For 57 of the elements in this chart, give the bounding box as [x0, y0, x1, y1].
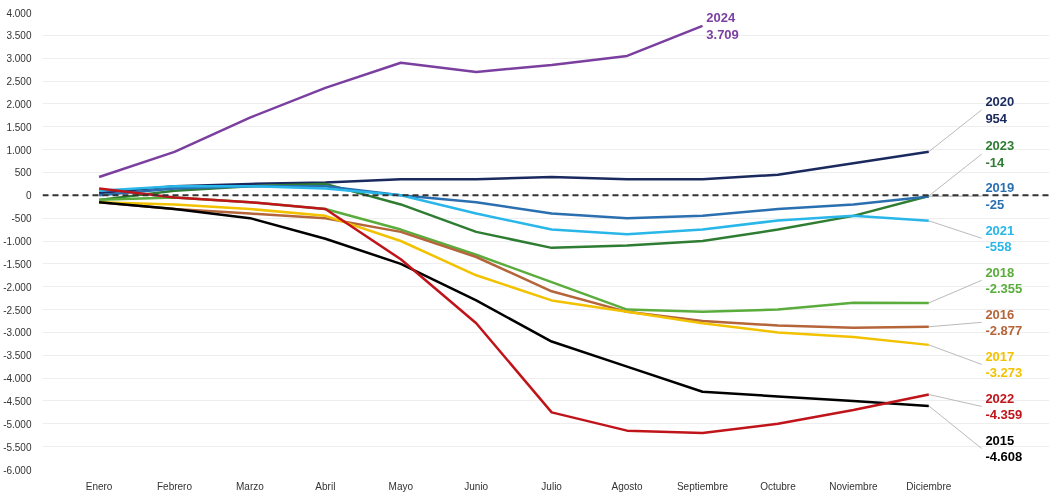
text: 2022	[985, 390, 1015, 406]
y-tick-label: -1.500	[3, 258, 32, 270]
y-tick-label: 2.500	[6, 76, 32, 88]
text: 2015	[985, 432, 1015, 448]
y-tick-label: -5.500	[3, 441, 32, 453]
x-tick-label: Febrero	[157, 480, 193, 492]
line-series	[97, 24, 704, 179]
x-tick-label: Marzo	[236, 480, 265, 492]
y-tick-label: 4.000	[6, 7, 32, 19]
line-series	[97, 200, 931, 408]
y-tick-label: -4.000	[3, 373, 32, 385]
line-series	[97, 187, 931, 435]
text: 2018	[985, 264, 1015, 280]
x-tick-label: Octubre	[760, 480, 797, 492]
data-label: -558	[985, 239, 1012, 255]
y-tick-label: -3.000	[3, 327, 32, 339]
text: 2017	[985, 348, 1015, 364]
y-tick-label: -5.000	[3, 418, 32, 430]
text: 2019	[985, 180, 1015, 196]
data-label: -25	[985, 196, 1005, 212]
x-tick-label: Septiembre	[676, 480, 729, 492]
data-label: -4.608	[985, 449, 1023, 465]
y-tick-label: 2.000	[6, 98, 32, 110]
x-tick-label: Noviembre	[829, 480, 878, 492]
y-tick-label: 1.000	[6, 144, 32, 156]
text: 2016	[985, 306, 1015, 322]
x-tick-label: Agosto	[611, 480, 644, 492]
data-label: -3.273	[985, 365, 1023, 381]
x-tick-label: Mayo	[388, 480, 414, 492]
x-tick-label: Junio	[464, 480, 489, 492]
text: 2021	[985, 222, 1015, 238]
x-tick-label: Diciembre	[906, 480, 952, 492]
text: 2023	[985, 138, 1015, 154]
y-tick-label: -4.500	[3, 395, 32, 407]
data-label: -2.877	[985, 323, 1023, 339]
y-tick-label: -1.000	[3, 236, 32, 247]
y-tick-label: 500	[14, 167, 32, 179]
data-label: 954	[985, 110, 1008, 126]
line-series	[97, 184, 931, 236]
y-tick-label: 1.500	[6, 121, 32, 133]
series-label: 2024	[706, 10, 736, 26]
y-tick-label: -2.500	[3, 304, 32, 316]
x-tick-label: Abril	[315, 480, 336, 492]
y-tick-label: -6.000	[3, 464, 32, 476]
data-label: 3.709	[706, 26, 739, 42]
y-tick-label: 3.000	[6, 53, 32, 65]
y-tick-label: 3.500	[6, 30, 32, 42]
x-tick-label: Julio	[541, 480, 563, 492]
text: 2020	[985, 94, 1015, 110]
y-tick-label: 0	[25, 190, 32, 202]
x-tick-label: Enero	[85, 480, 113, 492]
data-label: -2.355	[985, 281, 1023, 297]
y-tick-label: -2.000	[3, 281, 32, 293]
data-label: -14	[985, 154, 1005, 170]
y-tick-label: -500	[11, 213, 32, 225]
data-label: -4.359	[985, 407, 1023, 423]
y-tick-label: -3.500	[3, 350, 32, 362]
